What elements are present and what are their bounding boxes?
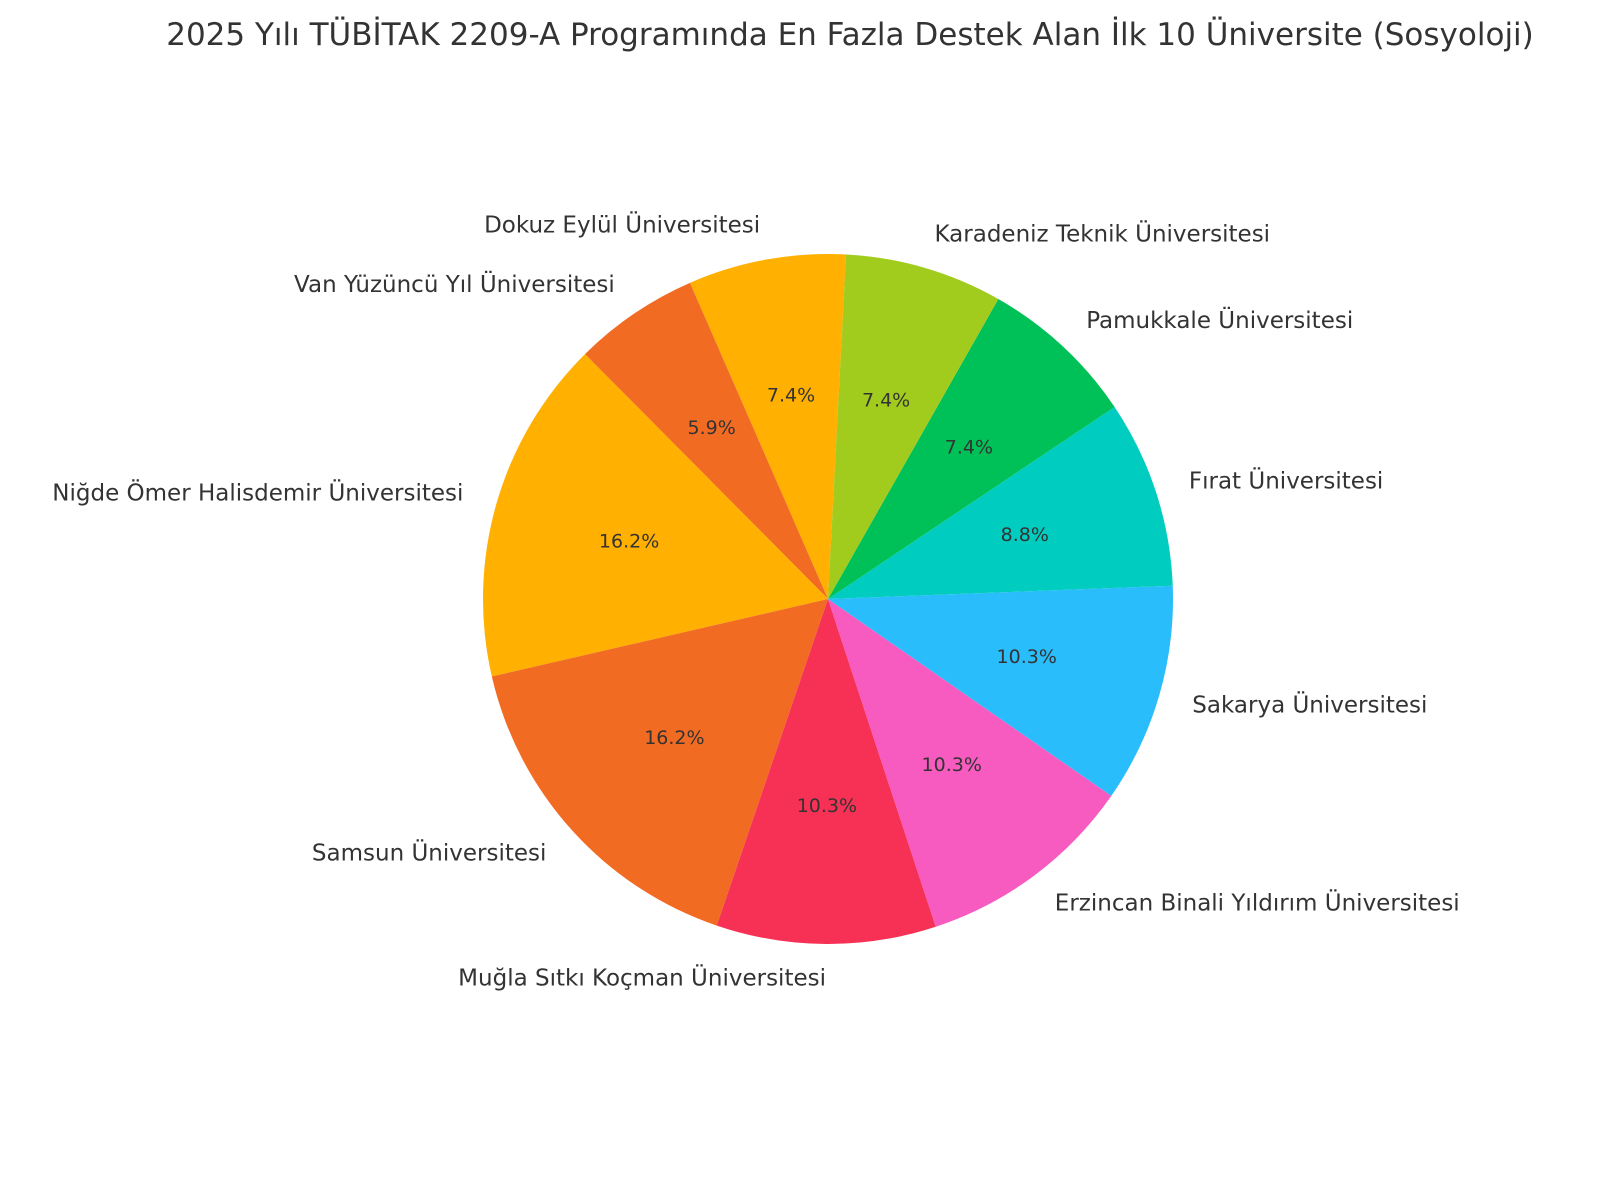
pie-slice-van-yuzuncu-yil-universitesi xyxy=(584,282,828,599)
pie-slice-erzincan-binali-yildirim-universitesi xyxy=(828,599,1112,927)
percentage-label: 10.3% xyxy=(997,646,1057,668)
percentage-label: 16.2% xyxy=(644,727,704,749)
percentage-label: 7.4% xyxy=(862,389,910,411)
slice-label: Pamukkale Üniversitesi xyxy=(1086,306,1353,334)
percentage-label: 8.8% xyxy=(1001,524,1049,546)
chart-title: 2025 Yılı TÜBİTAK 2209-A Programında En … xyxy=(166,16,1534,53)
pie-slice-pamukkale-universitesi xyxy=(828,298,1115,599)
slice-labels: Dokuz Eylül Üniversitesi Van Yüzüncü Yıl … xyxy=(52,211,1459,992)
pie-slice-karadeniz-teknik-universitesi xyxy=(828,254,999,599)
percentage-label: 10.3% xyxy=(922,754,982,776)
pie-slice-firat-universitesi xyxy=(828,406,1173,599)
percentage-label: 7.4% xyxy=(945,436,993,458)
percentage-label: 5.9% xyxy=(688,417,736,439)
slice-label: Muğla Sıtkı Koçman Üniversitesi xyxy=(458,964,826,992)
slice-label: Samsun Üniversitesi xyxy=(312,838,546,866)
slice-label: Sakarya Üniversitesi xyxy=(1192,691,1427,719)
pie-slice-sakarya-universitesi xyxy=(828,585,1173,796)
slice-label: Niğde Ömer Halisdemir Üniversitesi xyxy=(52,479,463,507)
pie-slice-samsun-universitesi xyxy=(491,599,828,926)
percentage-labels: 7.4% 5.9% 16.2% 16.2% 10.3% 10.3% 10.3% 8.8% 7.4… xyxy=(599,384,1057,817)
percentage-label: 7.4% xyxy=(767,384,815,406)
slice-label: Dokuz Eylül Üniversitesi xyxy=(484,211,760,239)
pie-slice-dokuz-eylul-universitesi xyxy=(689,253,847,599)
pie-slice-mugla-sitki-kocman-universitesi xyxy=(716,599,936,944)
pie-slice-nigde-omer-halisdemir-universitesi xyxy=(483,354,828,677)
percentage-label: 10.3% xyxy=(797,795,857,817)
percentage-label: 16.2% xyxy=(599,531,659,553)
slice-label: Karadeniz Teknik Üniversitesi xyxy=(935,220,1271,248)
pie-slices xyxy=(483,253,1173,944)
slice-label: Van Yüzüncü Yıl Üniversitesi xyxy=(294,270,615,298)
slice-label: Fırat Üniversitesi xyxy=(1189,467,1383,495)
slice-label: Erzincan Binali Yıldırım Üniversitesi xyxy=(1055,888,1460,916)
